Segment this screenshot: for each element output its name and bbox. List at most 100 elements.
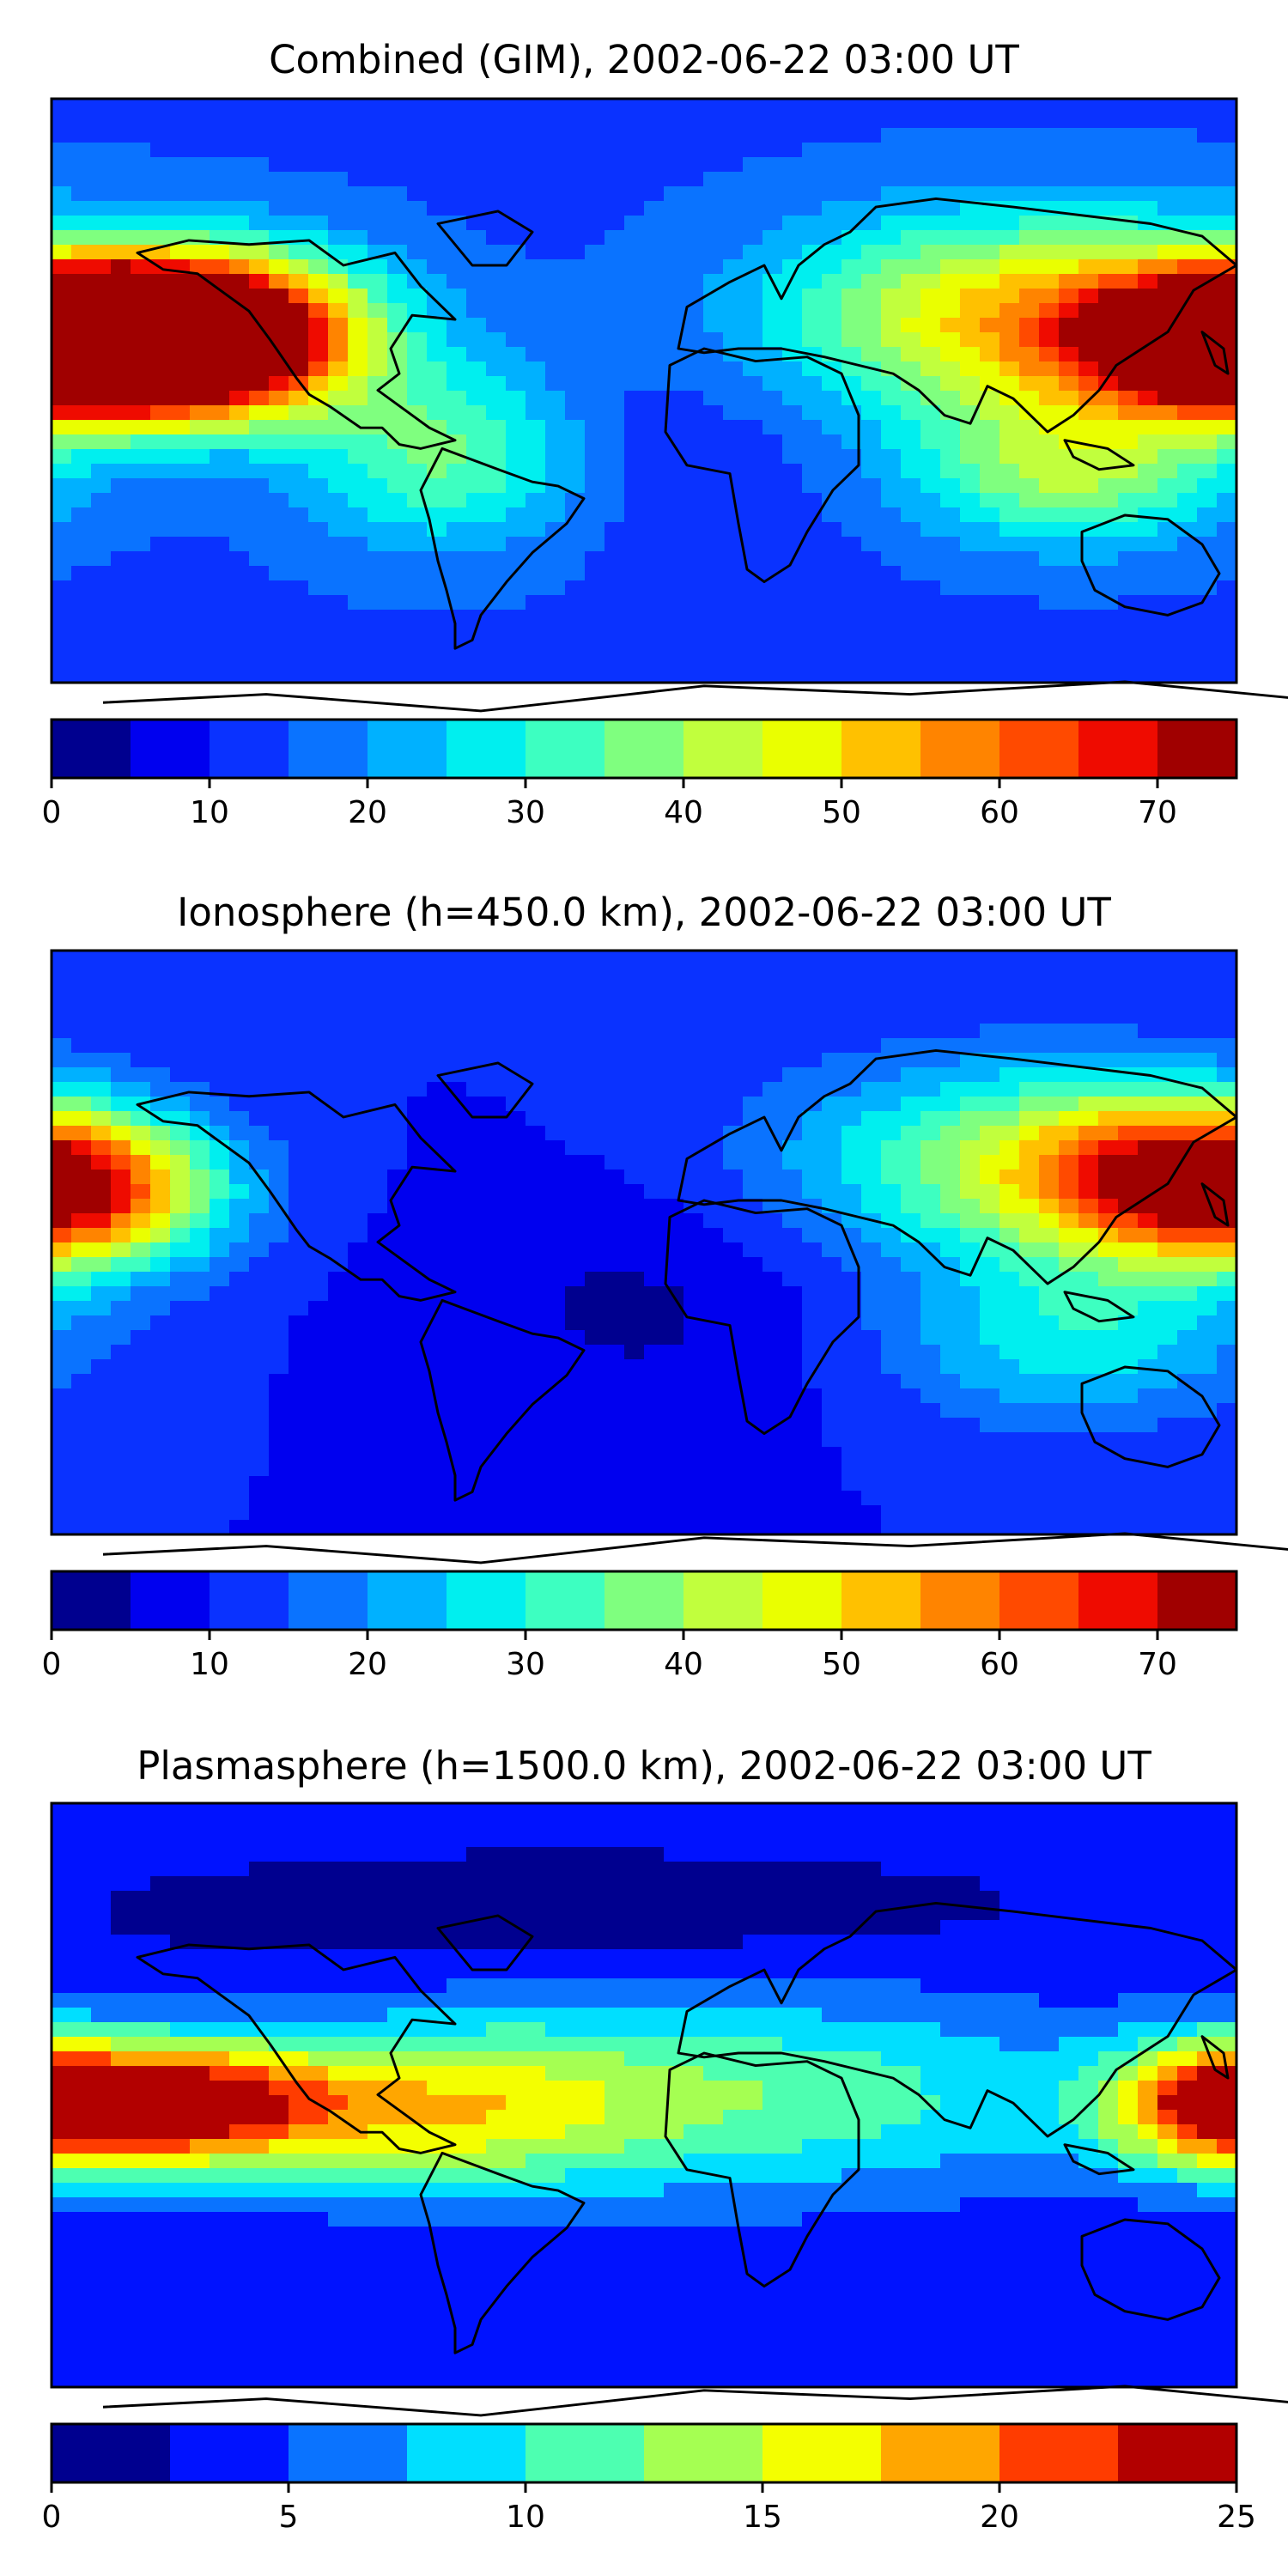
panel-1-field-cell (644, 537, 665, 552)
panel-2-field-cell (822, 1520, 842, 1535)
panel-1-field-cell (368, 551, 388, 567)
panel-2-field-cell (131, 1432, 151, 1448)
panel-1-field-cell (131, 332, 151, 348)
panel-1-field-cell (723, 566, 744, 581)
panel-1-field-cell (703, 318, 724, 333)
panel-1-field-cell (1098, 420, 1119, 435)
panel-2-field-cell (1197, 1418, 1218, 1433)
panel-2-field-cell (940, 1097, 961, 1112)
panel-2-field-cell (841, 965, 862, 981)
panel-1-field-cell (999, 230, 1020, 246)
panel-1-field-cell (1197, 566, 1218, 581)
panel-1-field-cell (1217, 653, 1237, 669)
panel-2-field-cell (703, 1461, 724, 1477)
panel-1-field-cell (111, 522, 131, 538)
panel-1-field-cell (71, 172, 92, 187)
panel-2-field-cell (466, 1199, 487, 1214)
panel-2-field-cell (624, 1024, 645, 1039)
panel-1-field-cell (861, 668, 882, 683)
panel-1-field-cell (131, 347, 151, 362)
panel-2-field-cell (762, 1082, 783, 1097)
panel-1-field-cell (1078, 507, 1099, 523)
panel-2-field-cell (308, 1082, 329, 1097)
panel-1-field-cell (308, 639, 329, 654)
panel-1-field-cell (91, 376, 112, 392)
panel-2-field-cell (605, 1286, 625, 1302)
panel-2-field-cell (368, 1520, 388, 1535)
panel-2-field-cell (723, 1520, 744, 1535)
panel-2-field-cell (71, 1301, 92, 1316)
panel-1-field-cell (328, 653, 349, 669)
panel-2-field-cell (427, 1272, 447, 1287)
panel-2-field-cell (427, 1126, 447, 1141)
panel-2-field-cell (940, 1009, 961, 1024)
panel-1-field-cell (1118, 113, 1139, 129)
panel-1-field-cell (723, 216, 744, 231)
panel-2-field-cell (762, 1170, 783, 1185)
panel-1-field-cell (1019, 537, 1040, 552)
panel-1-field-cell (664, 318, 684, 333)
panel-1-field-cell (1217, 537, 1237, 552)
panel-1-field-cell (447, 157, 467, 173)
panel-2-field-cell (328, 1053, 349, 1068)
panel-2-field-cell (249, 951, 270, 966)
panel-1-field-cell (605, 478, 625, 494)
panel-1-field-cell (1197, 595, 1218, 611)
panel-1-field-cell (743, 303, 763, 319)
panel-2-field-cell (486, 965, 507, 981)
panel-2-field-cell (131, 1140, 151, 1156)
panel-2-field-cell (111, 1126, 131, 1141)
panel-2-field-cell (980, 1330, 1000, 1346)
panel-1-field-cell (940, 289, 961, 304)
panel-1-field-cell (703, 624, 724, 640)
panel-1-field-cell (1019, 507, 1040, 523)
panel-1-field-cell (506, 478, 526, 494)
panel-2-field-cell (585, 1286, 605, 1302)
panel-1-colorbar-tick-label: 0 (42, 795, 62, 830)
panel-1-field-cell (170, 274, 191, 289)
panel-2-field-cell (269, 1140, 289, 1156)
panel-1-field-cell (1078, 259, 1099, 275)
panel-2-field-cell (210, 980, 230, 995)
panel-1-field-cell (960, 639, 981, 654)
panel-1-field-cell (1019, 653, 1040, 669)
panel-2-field-cell (466, 1082, 487, 1097)
panel-1-field-cell (91, 420, 112, 435)
panel-2-field-cell (782, 1286, 803, 1302)
panel-2-field-cell (940, 1199, 961, 1214)
panel-1-field-cell (111, 143, 131, 158)
panel-1-field-cell (506, 186, 526, 202)
panel-1-field-cell (703, 493, 724, 508)
panel-1-field-cell (308, 405, 329, 421)
panel-1-field-cell (743, 99, 763, 114)
panel-2-field-cell (190, 1140, 210, 1156)
panel-1-field-cell (940, 391, 961, 406)
panel-1-field-cell (1118, 259, 1139, 275)
panel-1-field-cell (526, 405, 546, 421)
panel-1-field-cell (486, 274, 507, 289)
panel-1-field-cell (466, 522, 487, 538)
panel-1-field-cell (229, 289, 250, 304)
panel-2-field-cell (111, 1242, 131, 1258)
panel-1-field-cell (308, 157, 329, 173)
panel-1-field-cell (249, 113, 270, 129)
panel-1-field-cell (486, 434, 507, 450)
panel-2-field-cell (229, 1301, 250, 1316)
panel-1-field-cell (980, 551, 1000, 567)
panel-1-field-cell (131, 259, 151, 275)
panel-2-field-cell (486, 1242, 507, 1258)
panel-1-field-cell (881, 332, 902, 348)
panel-2-field-cell (52, 1242, 72, 1258)
panel-2-field-cell (1177, 1330, 1198, 1346)
panel-2-field-cell (210, 1418, 230, 1433)
panel-1-field-cell (861, 391, 882, 406)
panel-2-field-cell (585, 1432, 605, 1448)
panel-1-field-cell (644, 566, 665, 581)
panel-2-field-cell (131, 1067, 151, 1083)
panel-2-field-cell (980, 1228, 1000, 1243)
panel-1-field-cell (308, 624, 329, 640)
panel-1-field-cell (664, 405, 684, 421)
panel-2-field-cell (605, 1432, 625, 1448)
panel-1-field-cell (190, 551, 210, 567)
panel-1-field-cell (703, 289, 724, 304)
